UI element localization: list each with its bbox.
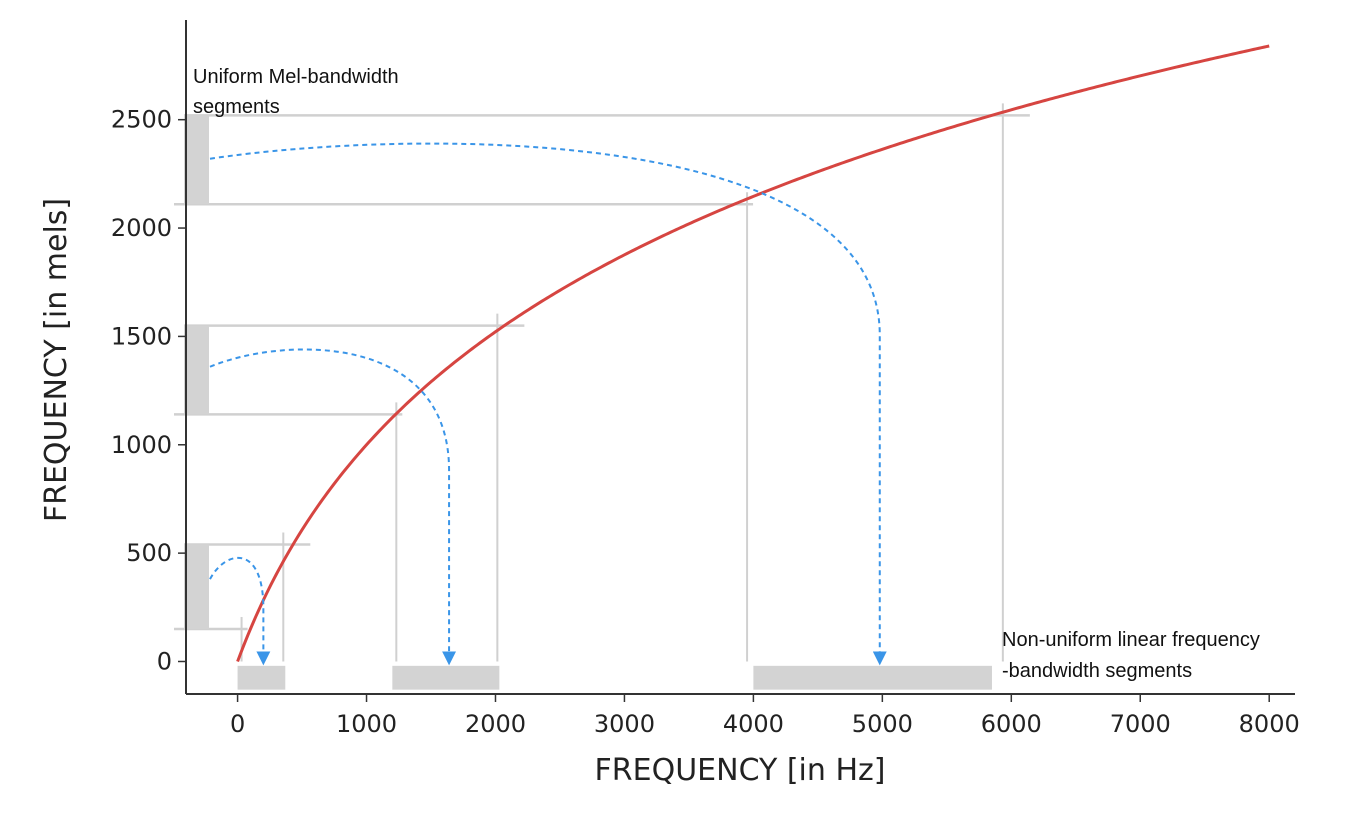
x-tick-label-4000: 4000 (723, 710, 784, 738)
axes (185, 20, 1295, 695)
x-tick-label-6000: 6000 (981, 710, 1042, 738)
hz-segments-annotation-line1: Non-uniform linear frequency (1002, 629, 1260, 651)
y-tick-label-0: 0 (157, 647, 172, 675)
guide-lines (174, 103, 1030, 662)
hz-segment-1 (237, 665, 286, 690)
x-tick-label-0: 0 (230, 710, 245, 738)
x-tick-label-3000: 3000 (594, 710, 655, 738)
mapping-arrows (209, 142, 887, 666)
x-tick-label-7000: 7000 (1110, 710, 1171, 738)
mel-segment-3 (184, 115, 209, 205)
y-axis-label: FREQUENCY [in mels] (39, 198, 74, 522)
mel-curve (236, 44, 1270, 663)
hz-segment-2 (392, 665, 500, 690)
x-tick-label-2000: 2000 (465, 710, 526, 738)
y-tick-label-1000: 1000 (111, 431, 172, 459)
mel-segment-2 (184, 325, 209, 415)
x-tick-label-5000: 5000 (852, 710, 913, 738)
y-tick-label-2000: 2000 (111, 214, 172, 242)
x-tick-label-8000: 8000 (1239, 710, 1300, 738)
mel-curve-layer (236, 44, 1270, 663)
hz-segments-annotation-line2: -bandwidth segments (1002, 660, 1192, 682)
x-axis-label: FREQUENCY [in Hz] (595, 753, 886, 788)
mel-segment-1 (184, 544, 209, 629)
y-tick-label-500: 500 (126, 539, 172, 567)
x-tick-label-1000: 1000 (336, 710, 397, 738)
mel-segments-annotation-line2: segments (193, 96, 280, 118)
ticks: 0 1000 2000 3000 4000 5000 6000 7000 8000 0 500 100… (111, 106, 1300, 738)
band-segments (184, 115, 992, 690)
mel-segments-annotation-line1: Uniform Mel-bandwidth (193, 66, 399, 88)
mapping-arrow-2 (209, 348, 457, 666)
y-tick-label-2500: 2500 (111, 106, 172, 134)
mapping-arrow-1 (209, 556, 271, 666)
y-tick-label-1500: 1500 (111, 322, 172, 350)
mapping-arrow-3 (209, 142, 887, 666)
hz-segment-3 (753, 665, 992, 690)
